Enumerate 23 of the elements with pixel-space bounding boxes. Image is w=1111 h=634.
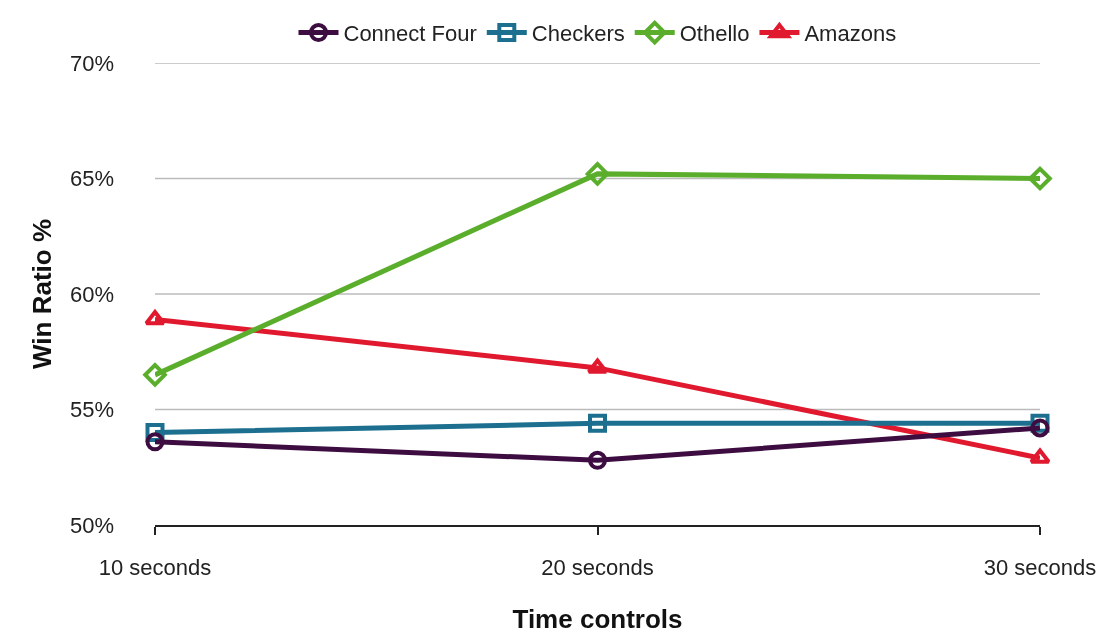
legend-label: Amazons bbox=[804, 21, 897, 47]
legend-label: Othello bbox=[679, 21, 750, 47]
point bbox=[588, 450, 607, 470]
legend-label: Connect Four bbox=[343, 21, 477, 47]
x-axis-title: Time controls bbox=[512, 603, 683, 634]
y-tick-label: 60% bbox=[69, 281, 114, 307]
y-tick-label: 55% bbox=[69, 397, 114, 423]
point bbox=[1029, 448, 1051, 464]
x-tick-label: 10 seconds bbox=[98, 555, 212, 581]
point bbox=[145, 432, 165, 452]
x-tick-label: 20 seconds bbox=[541, 555, 654, 581]
y-axis-title: Win Ratio % bbox=[27, 219, 58, 369]
legend-label: Checkers bbox=[531, 21, 625, 47]
x-tick-label: 30 seconds bbox=[983, 555, 1097, 581]
y-tick-label: 50% bbox=[69, 512, 114, 538]
point bbox=[585, 162, 610, 186]
point bbox=[1028, 166, 1052, 191]
point bbox=[143, 363, 167, 387]
y-tick-label: 65% bbox=[69, 166, 114, 192]
point bbox=[144, 309, 166, 326]
y-tick-label: 70% bbox=[69, 50, 114, 76]
point bbox=[1030, 418, 1050, 438]
point bbox=[588, 413, 607, 433]
